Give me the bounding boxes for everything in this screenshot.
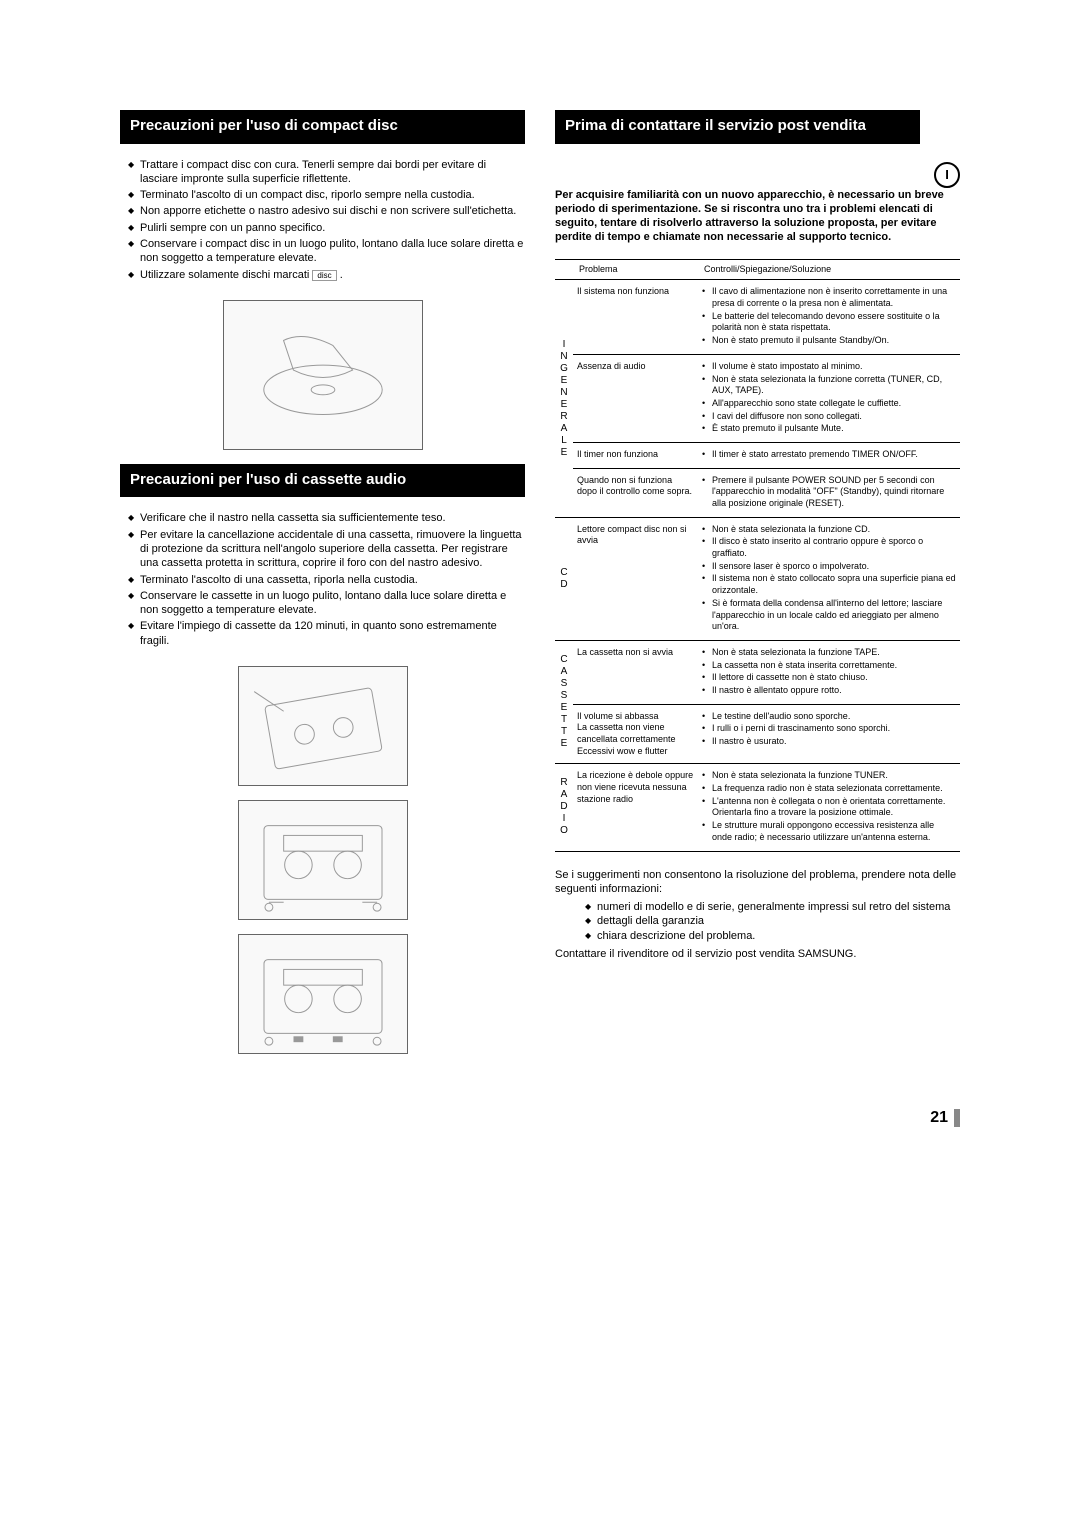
solution-cell: Il volume è stato impostato al minimo.No… — [698, 354, 960, 442]
list-item: Evitare l'impiego di cassette da 120 min… — [128, 619, 525, 648]
solution-cell: Non è stata selezionata la funzione TAPE… — [698, 640, 960, 704]
section-header-service: Prima di contattare il servizio post ven… — [555, 110, 920, 144]
list-item: Pulirli sempre con un panno specifico. — [128, 221, 525, 235]
cassette-illustration-2 — [238, 800, 408, 920]
solution-cell: Il timer è stato arrestato premendo TIME… — [698, 442, 960, 468]
category-cell: RADIO — [555, 764, 573, 851]
outro-p1: Se i suggerimenti non consentono la riso… — [555, 868, 960, 897]
cassette-illustration-3 — [238, 934, 408, 1054]
list-item: Utilizzare solamente dischi marcati disc… — [128, 268, 525, 282]
page-number: 21 — [120, 1108, 960, 1129]
solution-cell: Non è stata selezionata la funzione CD.I… — [698, 517, 960, 640]
problem-cell: Quando non si funziona dopo il controllo… — [573, 468, 698, 517]
problem-cell: La ricezione è debole oppure non viene r… — [573, 764, 698, 851]
category-cell: CD — [555, 517, 573, 640]
list-item: Terminato l'ascolto di un compact disc, … — [128, 188, 525, 202]
list-item: Non apporre etichette o nastro adesivo s… — [128, 204, 525, 218]
category-cell: CASSETTE — [555, 640, 573, 764]
outro-section: Se i suggerimenti non consentono la riso… — [555, 868, 960, 962]
intro-paragraph: Per acquisire familiarità con un nuovo a… — [555, 188, 960, 245]
right-column: Prima di contattare il servizio post ven… — [555, 110, 960, 1068]
list-item: dettagli della garanzia — [585, 914, 960, 928]
list-item: Trattare i compact disc con cura. Tenerl… — [128, 158, 525, 187]
list-item: Verificare che il nastro nella cassetta … — [128, 511, 525, 525]
list-item: Terminato l'ascolto di una cassetta, rip… — [128, 573, 525, 587]
section-header-cassette: Precauzioni per l'uso di cassette audio — [120, 464, 525, 498]
disc-cleaning-illustration — [223, 300, 423, 450]
category-cell: IN GENERALE — [555, 280, 573, 517]
list-item: Per evitare la cancellazione accidentale… — [128, 528, 525, 571]
list-item: Conservare i compact disc in un luogo pu… — [128, 237, 525, 266]
solution-cell: Premere il pulsante POWER SOUND per 5 se… — [698, 468, 960, 517]
problem-cell: Assenza di audio — [573, 354, 698, 442]
cassette-precautions-list: Verificare che il nastro nella cassetta … — [120, 511, 525, 648]
list-item: chiara descrizione del problema. — [585, 929, 960, 943]
troubleshoot-table: Problema Controlli/Spiegazione/Soluzione… — [555, 259, 960, 852]
cassette-illustration-1 — [238, 666, 408, 786]
list-item: Conservare le cassette in un luogo pulit… — [128, 589, 525, 618]
disc-logo-icon: disc — [312, 270, 336, 281]
problem-cell: La cassetta non si avvia — [573, 640, 698, 704]
problem-cell: Il sistema non funziona — [573, 280, 698, 354]
list-item: numeri di modello e di serie, generalmen… — [585, 900, 960, 914]
solution-cell: Non è stata selezionata la funzione TUNE… — [698, 764, 960, 851]
problem-cell: Il timer non funziona — [573, 442, 698, 468]
solution-cell: Le testine dell'audio sono sporche.I rul… — [698, 704, 960, 764]
outro-p2: Contattare il rivenditore od il servizio… — [555, 947, 960, 961]
section-header-cd: Precauzioni per l'uso di compact disc — [120, 110, 525, 144]
left-column: Precauzioni per l'uso di compact disc Tr… — [120, 110, 525, 1068]
problem-cell: Lettore compact disc non si avvia — [573, 517, 698, 640]
language-marker-icon: I — [934, 162, 960, 188]
table-header-problem: Problema — [573, 259, 698, 280]
cd-precautions-list: Trattare i compact disc con cura. Tenerl… — [120, 158, 525, 282]
problem-cell: Il volume si abbassa La cassetta non vie… — [573, 704, 698, 764]
solution-cell: Il cavo di alimentazione non è inserito … — [698, 280, 960, 354]
table-header-solution: Controlli/Spiegazione/Soluzione — [698, 259, 960, 280]
